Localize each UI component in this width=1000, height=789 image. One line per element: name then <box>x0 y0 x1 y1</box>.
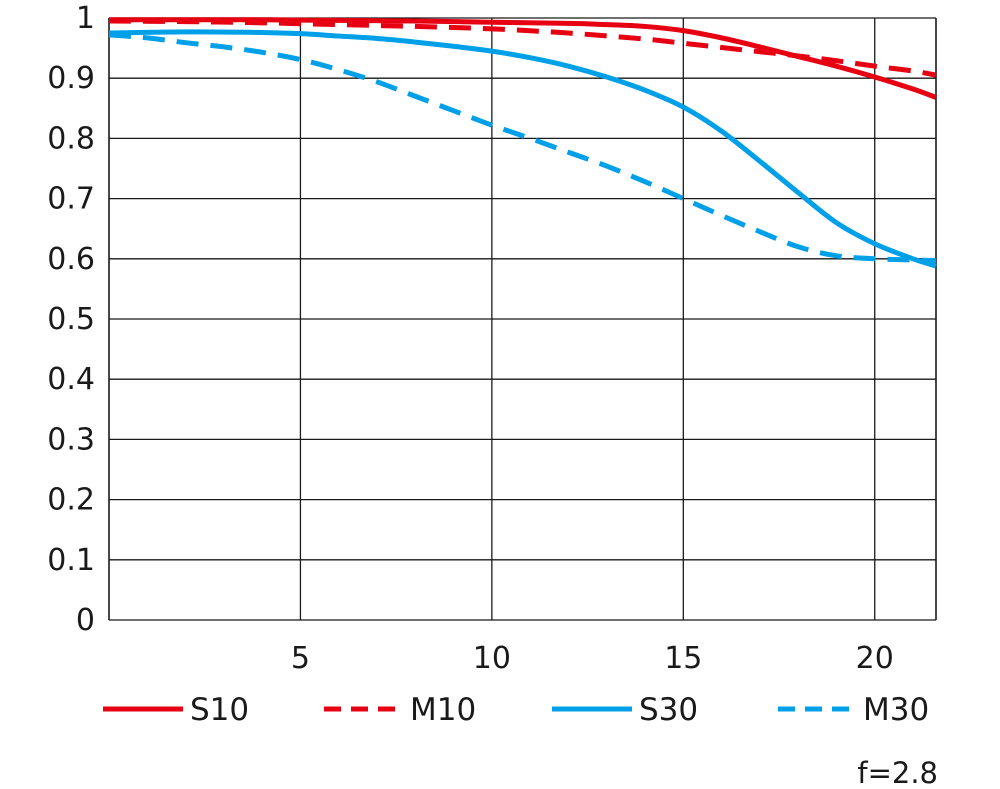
legend-label: M30 <box>863 692 929 728</box>
y-tick-label: 0.3 <box>47 422 95 457</box>
legend-label: S10 <box>190 692 249 728</box>
aperture-annotation: f=2.8 <box>857 756 938 789</box>
y-tick-label: 0.5 <box>47 302 95 337</box>
legend-item-s30: S30 <box>552 692 698 728</box>
x-tick-label: 10 <box>473 641 511 676</box>
x-tick-label: 20 <box>856 641 894 676</box>
series-line-s10 <box>108 17 937 100</box>
x-axis-tick-labels: 5 10 15 20 <box>291 641 894 676</box>
legend-label: S30 <box>639 692 698 728</box>
chart-series <box>108 17 937 269</box>
y-tick-label: 0.7 <box>47 182 95 217</box>
y-tick-label: 0.8 <box>47 121 95 156</box>
y-tick-label: 0 <box>76 603 95 638</box>
legend-label: M10 <box>410 692 476 728</box>
y-tick-label: 0.2 <box>47 483 95 518</box>
x-tick-label: 5 <box>291 641 310 676</box>
legend-item-m10: M10 <box>324 692 476 728</box>
y-tick-label: 0.1 <box>47 543 95 578</box>
y-tick-label: 0.6 <box>47 242 95 277</box>
series-line-s30 <box>108 29 937 269</box>
x-tick-label: 15 <box>664 641 702 676</box>
legend-item-m30: M30 <box>778 692 929 728</box>
y-tick-label: 0.4 <box>47 362 95 397</box>
y-tick-label: 1 <box>76 1 95 36</box>
series-line-m10 <box>108 18 937 78</box>
chart-grid <box>108 17 937 621</box>
legend-item-s10: S10 <box>103 692 249 728</box>
chart-legend: S10 M10 S30 M30 <box>103 692 929 728</box>
y-tick-label: 0.9 <box>47 61 95 96</box>
series-line-m30 <box>108 32 937 264</box>
y-axis-tick-labels: 0 0.1 0.2 0.3 0.4 0.5 0.6 0.7 0.8 0.9 1 <box>47 1 95 638</box>
